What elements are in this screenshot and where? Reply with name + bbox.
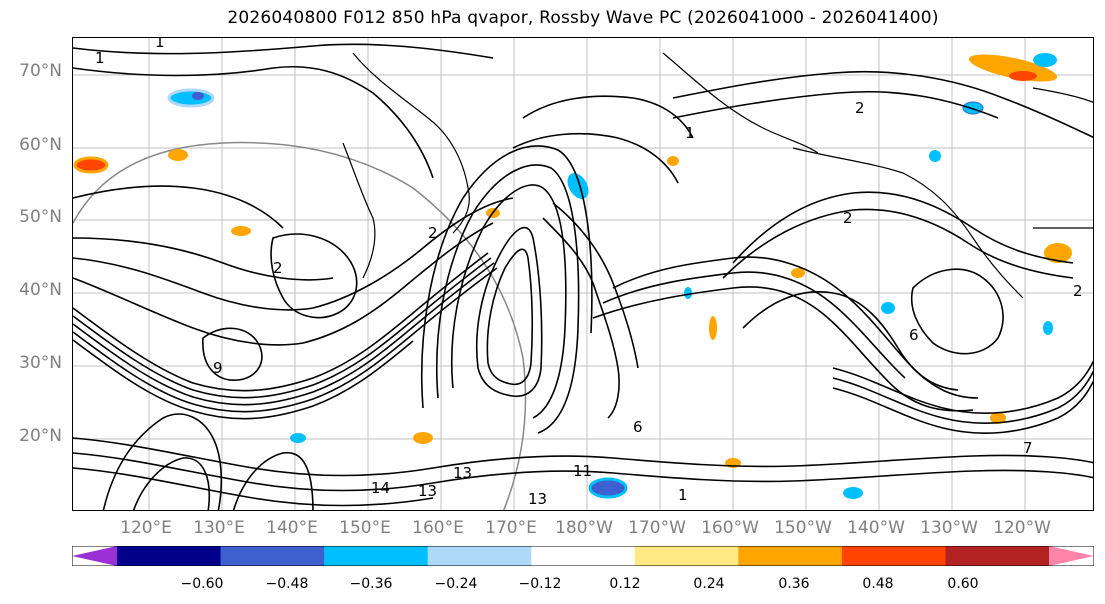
contour-label: 6 — [909, 326, 919, 344]
lat-label-40n: 40°N — [19, 280, 62, 300]
lat-label-60n: 60°N — [19, 135, 62, 155]
region-arc — [73, 141, 527, 510]
map-canvas: 1 1 2 2 2 1 2 6 13 13 14 13 9 11 6 1 7 2 — [73, 38, 1093, 510]
contour-label: 13 — [418, 482, 437, 500]
contour-label: 6 — [633, 418, 643, 436]
colorbar-extend-low — [72, 546, 117, 566]
contour-label: 1 — [685, 124, 695, 142]
colorbar-segment — [531, 546, 636, 566]
contour-label: 13 — [453, 464, 472, 482]
contour-label: 11 — [573, 462, 592, 480]
colorbar-segment — [738, 546, 843, 566]
colorbar-segment — [945, 546, 1050, 566]
contour-label: 2 — [855, 99, 865, 117]
colorbar-segment — [117, 546, 222, 566]
lon-label-120e: 120°E — [120, 518, 172, 538]
contour-label: 13 — [528, 490, 547, 508]
colorbar-tick: 0.12 — [609, 576, 641, 592]
lon-label-160e: 160°E — [412, 518, 464, 538]
coastlines — [342, 52, 1093, 299]
colorbar-tick: 0.60 — [947, 576, 979, 592]
colorbar-segment — [841, 546, 946, 566]
contours — [73, 43, 1093, 510]
lon-label-150e: 150°E — [339, 518, 391, 538]
graticule — [73, 38, 1093, 510]
contour-label: 1 — [95, 49, 105, 67]
lon-label-120w: 120°W — [993, 518, 1051, 538]
lat-label-50n: 50°N — [19, 207, 62, 227]
colorbar-segment — [324, 546, 429, 566]
colorbar-segment — [427, 546, 532, 566]
map-title: 2026040800 F012 850 hPa qvapor, Rossby W… — [227, 8, 939, 28]
contour-label: 7 — [1023, 439, 1033, 457]
contour-label: 1 — [678, 486, 688, 504]
contour-label: 2 — [273, 259, 283, 277]
colorbar-tick: 0.48 — [862, 576, 894, 592]
lat-label-30n: 30°N — [19, 353, 62, 373]
lon-label-140w: 140°W — [847, 518, 905, 538]
contour-labels: 1 1 2 2 2 1 2 6 13 13 14 13 9 11 6 1 7 2 — [95, 38, 1083, 508]
colorbar-segment — [634, 546, 739, 566]
contour-label: 2 — [843, 209, 853, 227]
colorbar-tick: −0.24 — [434, 576, 478, 592]
lon-label-170w: 170°W — [628, 518, 686, 538]
lon-label-150w: 150°W — [774, 518, 832, 538]
contour-label: 9 — [213, 359, 223, 377]
lat-label-70n: 70°N — [19, 61, 62, 81]
contour-label: 1 — [155, 38, 165, 51]
lon-label-170e: 170°E — [485, 518, 537, 538]
colorbar-segment — [220, 546, 325, 566]
lon-label-130e: 130°E — [193, 518, 245, 538]
map-panel: 1 1 2 2 2 1 2 6 13 13 14 13 9 11 6 1 7 2 — [72, 37, 1094, 511]
contour-label: 2 — [428, 224, 438, 242]
colorbar-tick: 0.36 — [778, 576, 810, 592]
lon-label-160w: 160°W — [701, 518, 759, 538]
colorbar-extend-high — [1049, 546, 1094, 566]
colorbar-tick: −0.36 — [349, 576, 393, 592]
lon-label-180w: 180°W — [555, 518, 613, 538]
lon-label-140e: 140°E — [266, 518, 318, 538]
lon-label-130w: 130°W — [920, 518, 978, 538]
colorbar-tick: 0.24 — [693, 576, 725, 592]
contour-label: 14 — [371, 479, 390, 497]
anomaly-patches — [73, 53, 1072, 499]
colorbar-tick: −0.60 — [180, 576, 224, 592]
contour-label: 2 — [1073, 282, 1083, 300]
colorbar-tick: −0.12 — [518, 576, 562, 592]
lat-label-20n: 20°N — [19, 426, 62, 446]
colorbar-tick: −0.48 — [265, 576, 309, 592]
colorbar — [72, 546, 1094, 566]
